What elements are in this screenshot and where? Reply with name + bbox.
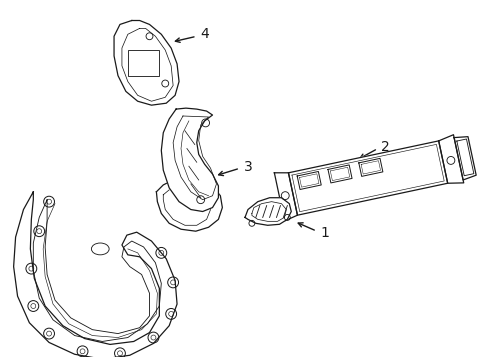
Polygon shape	[439, 135, 464, 183]
Bar	[128, 50, 159, 76]
Polygon shape	[359, 158, 383, 176]
Text: 2: 2	[381, 140, 390, 153]
Polygon shape	[161, 108, 219, 212]
Polygon shape	[156, 178, 222, 231]
Text: 4: 4	[201, 27, 209, 41]
Polygon shape	[114, 21, 179, 105]
Polygon shape	[328, 165, 352, 183]
Polygon shape	[289, 141, 448, 215]
Polygon shape	[454, 137, 476, 180]
Polygon shape	[14, 192, 177, 359]
Text: 1: 1	[321, 226, 330, 240]
Polygon shape	[297, 171, 321, 189]
Text: 3: 3	[244, 160, 253, 174]
Polygon shape	[274, 173, 297, 221]
Polygon shape	[245, 198, 291, 225]
